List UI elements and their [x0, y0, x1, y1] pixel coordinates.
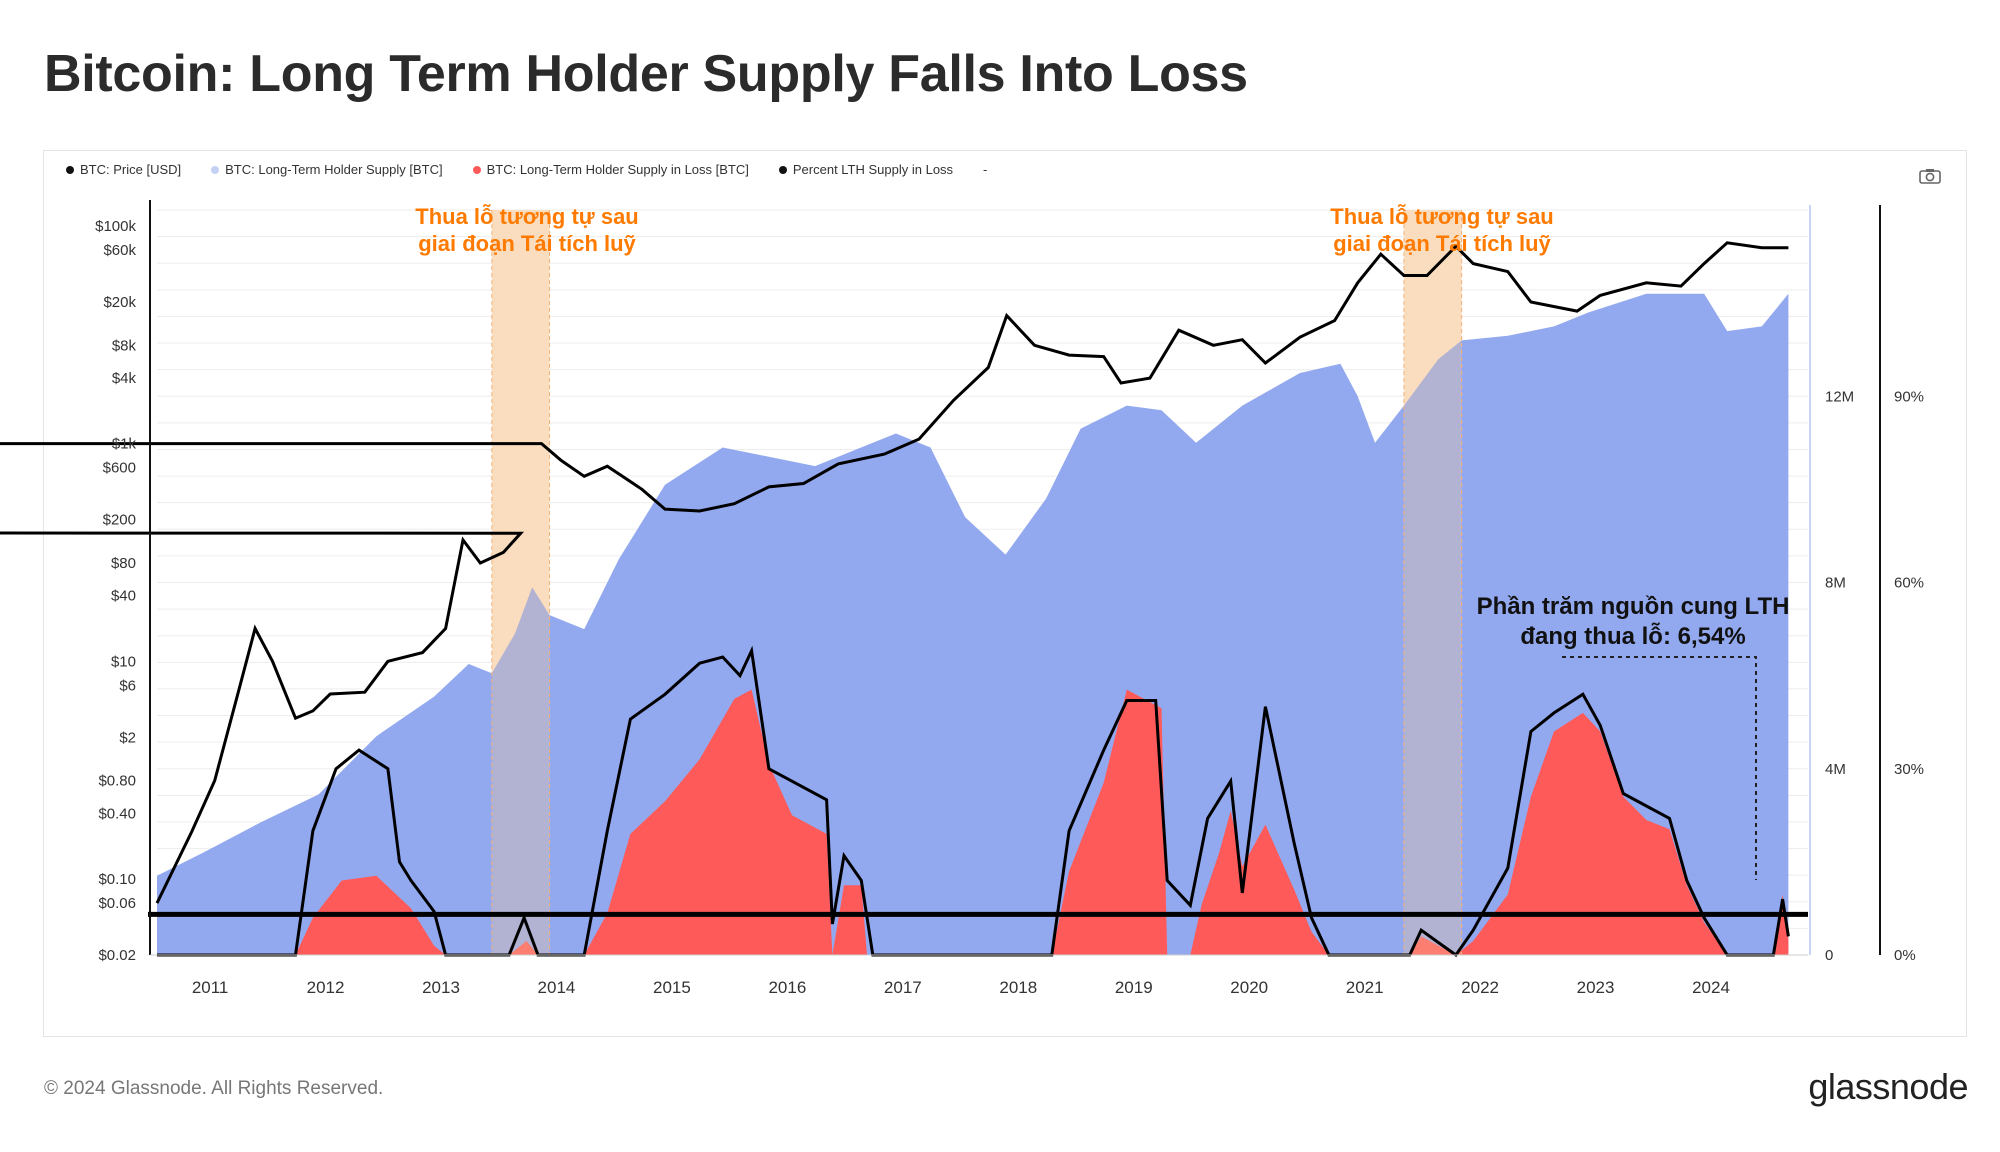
y-price-tick-label: $8k — [112, 337, 137, 354]
brand-logo: glassnode — [1808, 1066, 1968, 1107]
legend-item-percent-loss[interactable]: Percent LTH Supply in Loss — [778, 162, 954, 177]
y-price-tick-label: $80 — [111, 555, 136, 572]
legend-label-lth-supply: BTC: Long-Term Holder Supply [BTC] — [225, 162, 443, 177]
y-price-tick-label: $200 — [103, 512, 136, 529]
y-price-tick-label: $1k — [112, 436, 137, 453]
camera-icon[interactable] — [1919, 168, 1941, 184]
x-tick-label: 2017 — [884, 978, 922, 997]
y-price-tick-label: $10 — [111, 653, 136, 670]
annotation-left-line2: giai đoạn Tái tích luỹ — [418, 231, 636, 256]
y-price-tick-label: $4k — [112, 370, 137, 387]
x-tick-label: 2019 — [1115, 978, 1153, 997]
highlight-band-overlay — [491, 210, 550, 955]
y-axis-supply-labels: 12M 8M 4M 0 — [1825, 388, 1854, 964]
y-price-tick-label: $0.02 — [98, 947, 136, 964]
y-price-tick-label: $20k — [103, 294, 136, 311]
x-tick-label: 2013 — [422, 978, 460, 997]
legend-extra: - — [983, 162, 988, 177]
x-tick-label: 2021 — [1346, 978, 1384, 997]
y-price-tick-label: $0.80 — [98, 773, 136, 790]
legend-label-percent-loss: Percent LTH Supply in Loss — [792, 162, 954, 177]
legend-dot-lth-loss — [472, 165, 481, 174]
highlight-bands-overlay — [491, 210, 1463, 955]
callout-line2: đang thua lỗ: 6,54% — [1520, 622, 1745, 650]
highlight-band-overlay — [1403, 210, 1462, 955]
callout-leader — [1562, 656, 1757, 880]
x-tick-label: 2018 — [999, 978, 1037, 997]
legend-label-price: BTC: Price [USD] — [80, 162, 182, 177]
x-tick-label: 2012 — [307, 978, 345, 997]
y-price-tick-label: $0.06 — [98, 895, 136, 912]
annotation-right: Thua lỗ tương tự sau giai đoạn Tái tích … — [1330, 204, 1554, 256]
y-supply-tick-label: 4M — [1825, 761, 1846, 778]
x-tick-label: 2011 — [192, 978, 229, 997]
x-tick-label: 2014 — [538, 978, 576, 997]
legend-item-price[interactable]: BTC: Price [USD] — [66, 162, 181, 177]
y-axis-percent-labels: 90% 60% 30% 0% — [1894, 388, 1924, 964]
y-price-tick-label: $2 — [119, 729, 136, 746]
y-supply-tick-label: 8M — [1825, 575, 1846, 592]
callout: Phần trăm nguồn cung LTH đang thua lỗ: 6… — [1477, 593, 1790, 650]
y-percent-tick-label: 0% — [1894, 947, 1916, 964]
x-tick-label: 2024 — [1692, 978, 1730, 997]
x-tick-label: 2022 — [1461, 978, 1499, 997]
x-tick-label: 2015 — [653, 978, 691, 997]
legend-dot-percent-loss — [778, 165, 787, 174]
y-supply-tick-label: 0 — [1825, 947, 1833, 964]
legend-item-lth-supply[interactable]: BTC: Long-Term Holder Supply [BTC] — [211, 162, 443, 177]
annotation-left-line1: Thua lỗ tương tự sau — [415, 204, 639, 229]
lth-loss-area — [157, 689, 1789, 955]
copyright: © 2024 Glassnode. All Rights Reserved. — [44, 1078, 384, 1099]
annotation-left: Thua lỗ tương tự sau giai đoạn Tái tích … — [415, 204, 639, 256]
axes — [149, 200, 1881, 956]
y-price-tick-label: $0.10 — [98, 871, 136, 888]
y-price-tick-label: $60k — [103, 242, 136, 259]
y-axis-price-labels: $100k $60k $20k $8k $4k $1k $600 $200 $80 $40 $10 $… — [95, 218, 136, 964]
x-tick-label: 2023 — [1577, 978, 1615, 997]
x-tick-label: 2020 — [1230, 978, 1268, 997]
legend-item-lth-loss[interactable]: BTC: Long-Term Holder Supply in Loss [BT… — [472, 162, 749, 177]
legend-label-lth-loss: BTC: Long-Term Holder Supply in Loss [BT… — [486, 162, 749, 177]
callout-line1: Phần trăm nguồn cung LTH — [1477, 593, 1790, 620]
legend-dot-lth-supply — [211, 165, 220, 174]
x-axis-labels: 2011 2012 2013 2014 2015 2016 2017 2018 2019 2020… — [192, 978, 1730, 997]
lth-supply-area — [157, 293, 1789, 955]
y-supply-tick-label: 12M — [1825, 388, 1854, 405]
price-line — [0, 241, 1789, 904]
y-percent-tick-label: 30% — [1894, 761, 1924, 778]
legend-item-extra: - — [983, 162, 987, 177]
y-price-tick-label: $6 — [119, 677, 136, 694]
page-title: Bitcoin: Long Term Holder Supply Falls I… — [44, 45, 1248, 103]
y-price-tick-label: $600 — [103, 460, 136, 477]
y-percent-tick-label: 90% — [1894, 388, 1924, 405]
legend-dot-price — [66, 165, 74, 174]
y-price-tick-label: $40 — [111, 588, 136, 605]
annotation-right-line1: Thua lỗ tương tự sau — [1330, 204, 1554, 229]
y-price-tick-label: $0.40 — [98, 805, 136, 822]
legend: BTC: Price [USD] BTC: Long-Term Holder S… — [66, 162, 987, 177]
y-price-tick-label: $100k — [95, 218, 136, 235]
y-percent-tick-label: 60% — [1894, 575, 1924, 592]
annotation-right-line2: giai đoạn Tái tích luỹ — [1333, 231, 1551, 256]
x-tick-label: 2016 — [768, 978, 806, 997]
